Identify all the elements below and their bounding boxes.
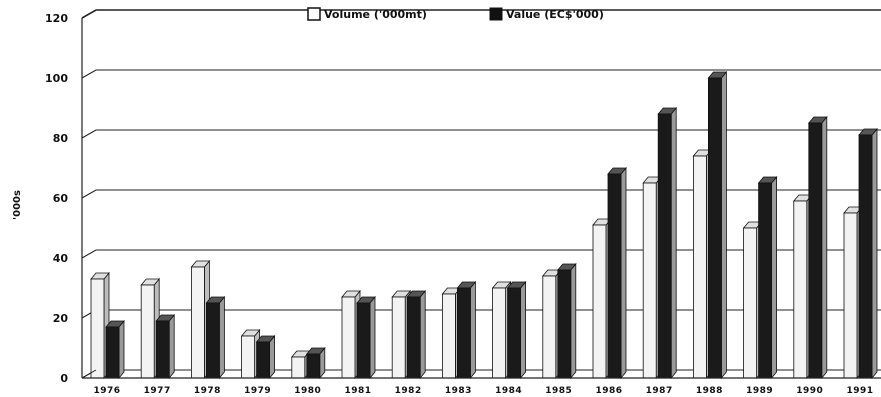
legend-swatch-value (489, 7, 503, 21)
bar-value (356, 295, 376, 380)
x-tick-label: 1991 (846, 386, 873, 396)
gridline (81, 69, 881, 79)
x-tick-label: 1980 (294, 386, 321, 396)
x-tick-label: 1981 (344, 386, 371, 396)
bars (90, 70, 878, 380)
legend-label-value: Value (EC$'000) (506, 8, 604, 21)
bar-value (506, 280, 527, 380)
bar-value (607, 166, 627, 380)
x-tick-label: 1987 (646, 386, 673, 396)
bar-value (205, 295, 226, 380)
x-tick-label: 1982 (395, 386, 422, 396)
bar-value (807, 115, 828, 380)
x-tick-label: 1976 (93, 386, 120, 396)
y-tick-label: 60 (53, 192, 69, 205)
y-tick-label: 120 (45, 12, 68, 25)
y-axis-label: '000s (12, 190, 23, 220)
y-tick-label: 100 (45, 72, 68, 85)
bar-value (757, 175, 778, 380)
bar-value (707, 70, 728, 380)
bar-value (456, 280, 477, 380)
gridline (81, 9, 881, 19)
gridline (81, 129, 881, 139)
x-tick-label: 1989 (746, 386, 773, 396)
x-tick-label: 1984 (495, 386, 522, 396)
bar-value (556, 262, 577, 380)
y-tick-label: 20 (53, 312, 69, 325)
x-tick-label: 1988 (696, 386, 723, 396)
x-tick-label: 1990 (796, 386, 823, 396)
x-tick-label: 1979 (244, 386, 271, 396)
bar-value (657, 106, 678, 380)
y-tick-label: 40 (53, 252, 69, 265)
x-tick-label: 1977 (144, 386, 171, 396)
gridlines (81, 9, 881, 379)
legend: Volume ('000mt) Value (EC$'000) (307, 7, 604, 21)
legend-swatch-volume (307, 7, 321, 21)
bar-volume (140, 277, 161, 380)
y-tick-label: 80 (53, 132, 69, 145)
x-tick-label: 1985 (545, 386, 572, 396)
y-axis: 0 20 40 60 80 100 120 (45, 12, 83, 385)
bar-value (105, 319, 125, 380)
y-tick-label: 0 (60, 372, 68, 385)
x-tick-label: 1983 (445, 386, 472, 396)
x-axis: 1976 1977 1978 1979 1980 1981 1982 1983 1984 1985… (81, 369, 881, 396)
bar-value (406, 289, 427, 380)
bar-value (255, 334, 276, 380)
bar-volume (341, 289, 361, 380)
x-tick-label: 1986 (595, 386, 622, 396)
bar-volume (441, 286, 462, 380)
x-tick-label: 1978 (194, 386, 221, 396)
bar-value (858, 127, 878, 380)
legend-label-volume: Volume ('000mt) (324, 8, 427, 21)
floor-edge (81, 369, 97, 379)
bar-value (155, 313, 176, 380)
bar-value (305, 346, 326, 380)
